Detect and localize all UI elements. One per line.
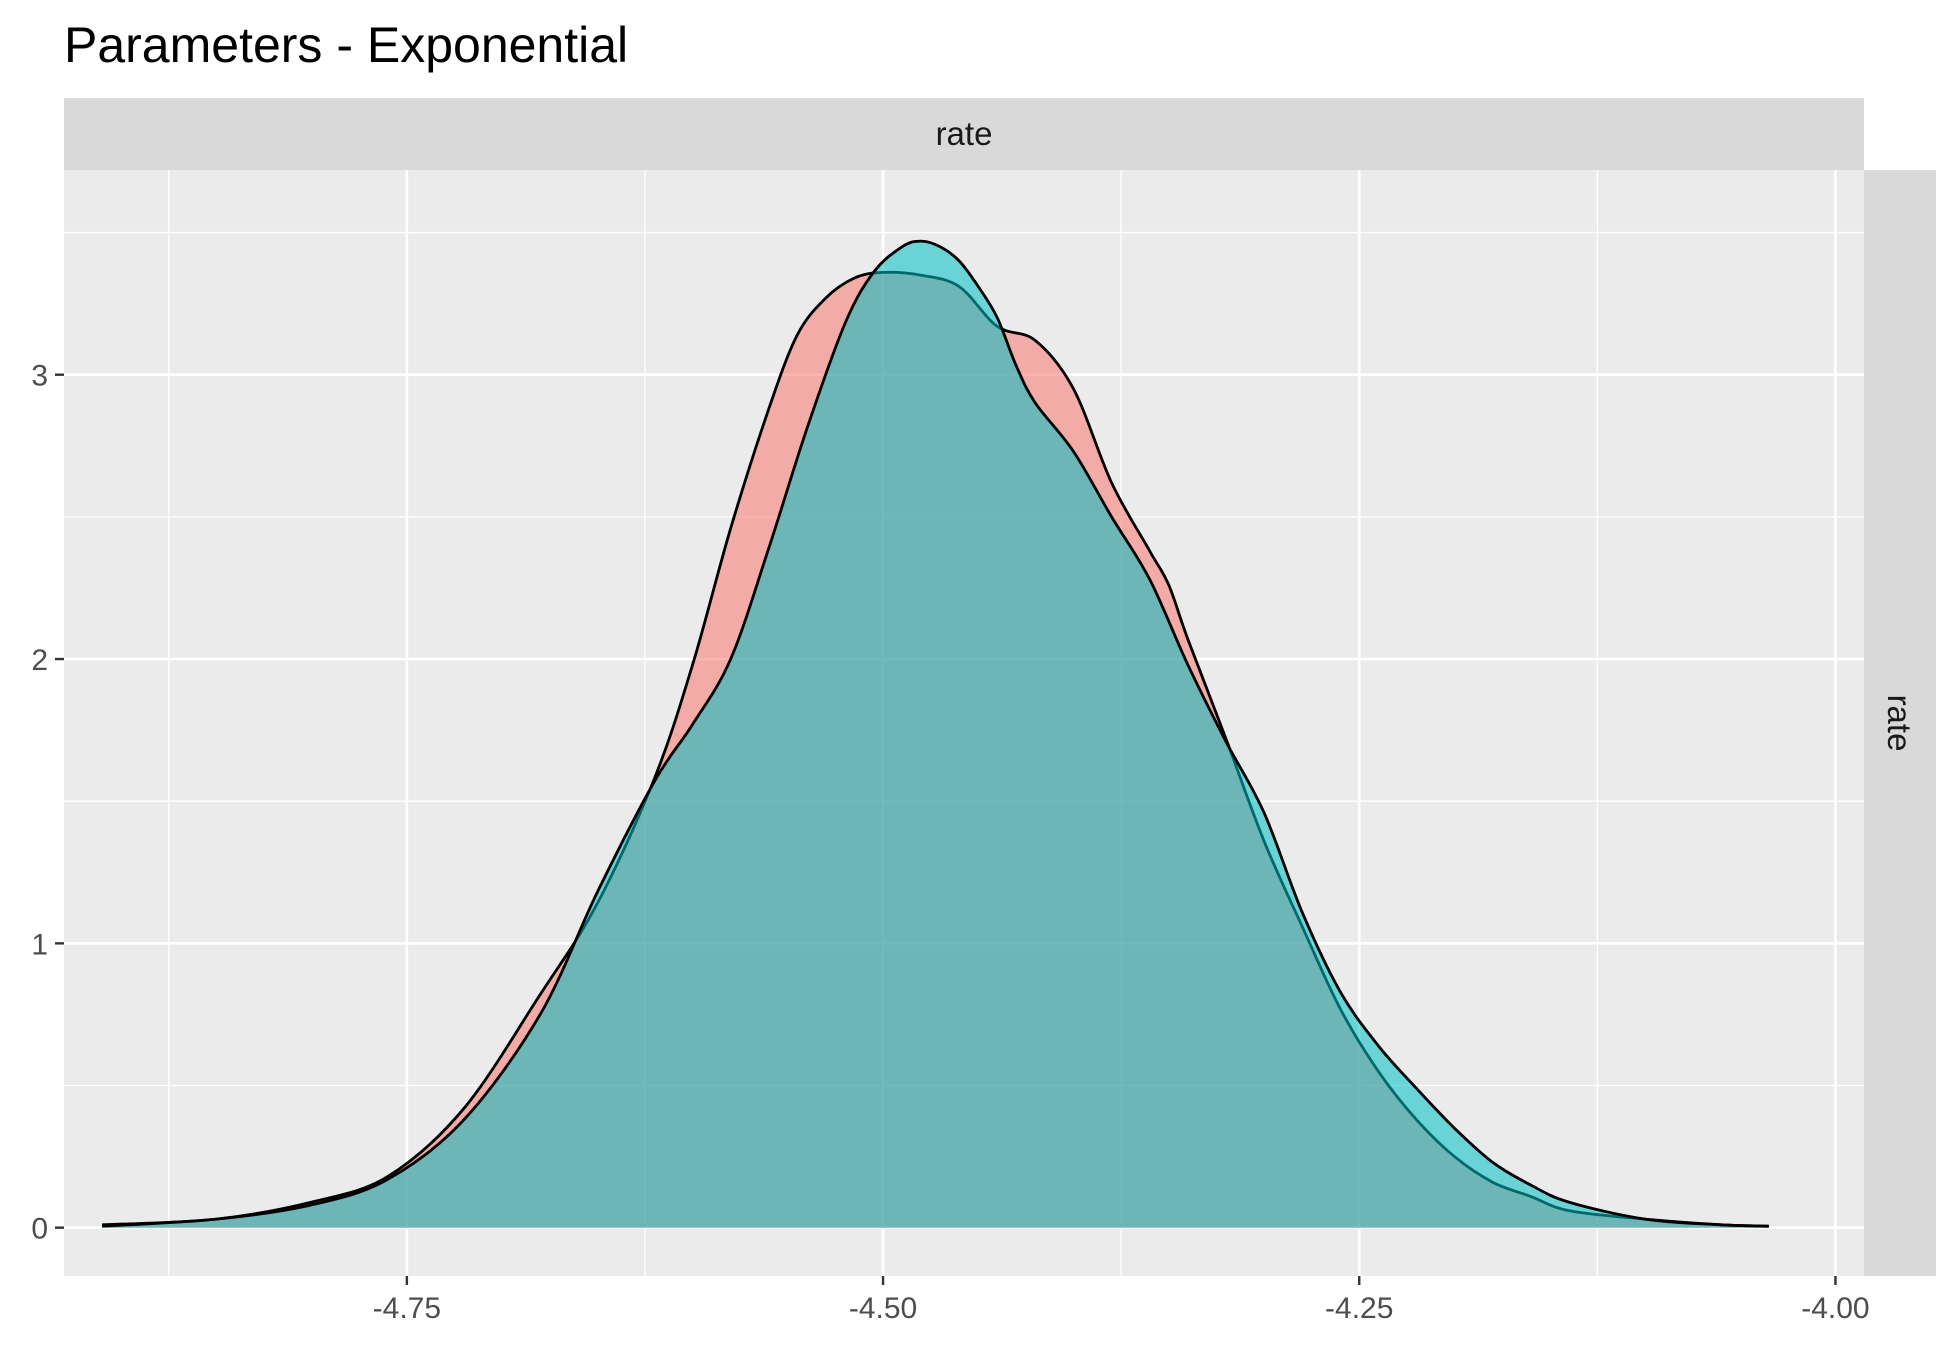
y-tick-label: 0 — [31, 1213, 48, 1246]
y-tick-label: 1 — [31, 928, 48, 961]
x-tick-label: -4.50 — [849, 1292, 917, 1325]
density-outline-2 — [102, 239, 1769, 1228]
chart-title: Parameters - Exponential — [64, 17, 628, 73]
density-areas — [102, 239, 1769, 1228]
right-strip-label: rate — [1881, 695, 1918, 752]
x-tick-label: -4.25 — [1325, 1292, 1393, 1325]
y-tick-label: 2 — [31, 644, 48, 677]
top-strip — [64, 98, 1864, 170]
density-area-2 — [102, 241, 1769, 1228]
x-tick-label: -4.75 — [373, 1292, 441, 1325]
x-tick-label: -4.00 — [1801, 1292, 1869, 1325]
axes: -4.75 -4.50 -4.25 -4.00 0 1 2 3 — [31, 360, 1869, 1325]
top-strip-label: rate — [936, 115, 993, 152]
y-tick-label: 3 — [31, 360, 48, 393]
right-strip — [1864, 170, 1936, 1276]
